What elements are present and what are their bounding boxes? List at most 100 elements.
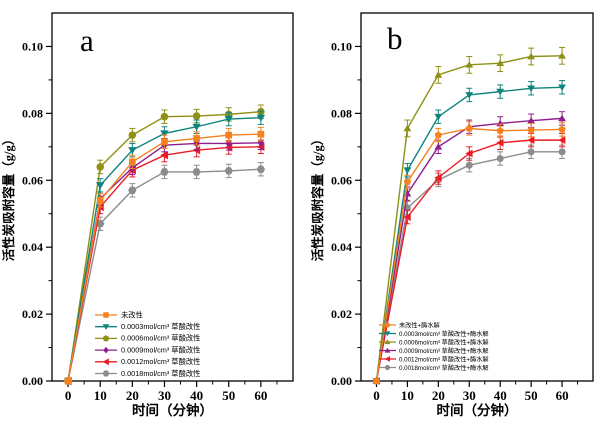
y-tick-label: 0.02 <box>22 307 43 321</box>
data-point-marker <box>96 196 104 204</box>
data-point-marker <box>465 92 474 99</box>
x-tick-label: 10 <box>94 388 107 403</box>
legend-marker-hexagon <box>102 370 110 377</box>
x-tick-label: 40 <box>190 388 203 403</box>
legend-item: 0.0006mol/cm³ 草酸改性 <box>95 334 200 343</box>
legend-item: 0.0009mol/cm³ 草酸改性 <box>95 345 200 354</box>
y-tick-label: 0.00 <box>331 374 352 388</box>
data-point-marker <box>496 138 504 147</box>
chart-panel-a: 0 10 20 30 40 50 60 0.00 0.02 0.04 0.06 0.08 0.10 时间（… <box>1 12 294 418</box>
data-point-marker <box>558 136 566 145</box>
y-axis-label: 活性炭吸附容量（g/g） <box>310 133 325 261</box>
data-point-marker <box>193 135 200 142</box>
legend-label: 未改性+酶水解 <box>399 321 440 329</box>
data-point-marker <box>96 163 104 171</box>
data-point-marker <box>434 173 442 182</box>
legend-item: 未改性 <box>95 310 143 319</box>
chart-panel-b: 0 10 20 30 40 50 60 0.00 0.02 0.04 0.06 0.08 0.10 时间（… <box>310 12 594 418</box>
series-line <box>375 151 563 382</box>
legend-label: 未改性 <box>121 310 143 319</box>
data-point-marker <box>558 125 566 133</box>
y-tick-label: 0.10 <box>22 39 43 53</box>
legend-marker-triangle-up <box>384 347 391 353</box>
y-axis-label: 活性炭吸附容量（g/g） <box>1 133 16 261</box>
data-point-marker <box>527 52 536 60</box>
data-point-marker <box>558 84 566 91</box>
data-point-marker <box>403 124 412 132</box>
y-tick-label: 0.02 <box>331 307 352 321</box>
legend-label: 0.0018mol/cm³ 草酸改性 <box>121 369 200 378</box>
panel-letter: b <box>387 21 403 56</box>
x-axis-label: 时间（分钟） <box>132 402 213 418</box>
data-point-marker <box>128 131 137 139</box>
data-point-marker <box>96 182 105 190</box>
legend-item: 0.0018mol/cm³ 草酸改性+酶水解 <box>379 364 489 372</box>
data-point-marker <box>465 61 474 68</box>
data-point-marker <box>160 130 169 138</box>
y-tick-label: 0.10 <box>331 39 352 53</box>
data-point-marker <box>128 158 136 166</box>
legend-label: 0.0012mol/cm³ 草酸改性 <box>121 357 200 366</box>
data-point-marker <box>527 136 535 145</box>
y-tick-label: 0.06 <box>331 173 352 187</box>
legend-marker-triangle-down <box>384 331 391 337</box>
data-point-marker <box>558 52 566 59</box>
legend-item: 0.0006mol/cm³ 草酸改性+酶水解 <box>379 338 489 346</box>
plot-frame <box>360 12 594 382</box>
data-point-marker <box>434 131 443 139</box>
data-point-marker <box>256 165 266 173</box>
x-tick-label: 20 <box>126 388 139 403</box>
y-tick-label: 0.04 <box>22 240 43 254</box>
data-point-marker <box>496 155 504 163</box>
legend-label: 0.0018mol/cm³ 草酸改性+酶水解 <box>399 364 489 372</box>
legend-item: 0.0012mol/cm³ 草酸改性 <box>95 357 200 366</box>
data-point-marker <box>496 88 505 96</box>
legend-item: 0.0009mol/cm³ 草酸改性+酶水解 <box>379 347 489 355</box>
legend-label: 0.0003mol/cm³ 草酸改性 <box>121 322 200 331</box>
data-point-marker <box>224 167 233 175</box>
x-tick-label: 40 <box>494 388 507 403</box>
data-point-marker <box>64 377 72 385</box>
data-point-marker <box>496 59 505 66</box>
legend-marker-diamond <box>103 346 109 354</box>
legend-item: 0.0018mol/cm³ 草酸改性 <box>95 369 200 378</box>
legend-marker-triangle-up <box>384 339 391 345</box>
data-point-marker <box>372 377 381 385</box>
legend-marker-pentagon <box>384 322 391 328</box>
data-point-marker <box>434 143 443 150</box>
y-tick-label: 0.00 <box>22 374 43 388</box>
data-point-marker <box>496 126 504 134</box>
x-tick-label: 50 <box>222 388 235 403</box>
y-tick-label: 0.06 <box>22 173 43 187</box>
panel-letter: a <box>80 23 94 58</box>
legend-marker-square <box>103 312 109 318</box>
x-tick-label: 0 <box>65 388 72 403</box>
legend-marker-triangle-down <box>102 324 110 330</box>
data-point-marker <box>527 126 535 134</box>
x-axis-label: 时间（分钟） <box>437 402 518 418</box>
y-tick-label: 0.04 <box>331 240 352 254</box>
data-point-marker <box>192 123 201 131</box>
data-point-marker <box>403 167 412 174</box>
data-point-marker <box>128 186 137 194</box>
legend-label: 0.0012mol/cm³ 草酸改性+酶水解 <box>399 355 489 363</box>
data-point-marker <box>403 213 411 221</box>
series-1 <box>64 126 265 385</box>
x-tick-label: 20 <box>432 388 445 403</box>
data-point-marker <box>403 178 412 186</box>
series-5 <box>372 132 566 385</box>
legend-item: 0.0012mol/cm³ 草酸改性+酶水解 <box>379 355 489 363</box>
plot-frame <box>51 12 294 382</box>
legend-item: 未改性+酶水解 <box>379 321 440 329</box>
data-point-marker <box>192 112 201 120</box>
legend-marker-triangle-left <box>102 358 109 366</box>
data-point-marker <box>527 85 536 92</box>
data-point-marker <box>465 124 473 132</box>
data-point-marker <box>496 119 505 127</box>
series-3 <box>372 46 566 384</box>
x-tick-label: 30 <box>158 388 171 403</box>
x-tick-label: 10 <box>401 388 414 403</box>
data-point-marker <box>160 112 169 121</box>
